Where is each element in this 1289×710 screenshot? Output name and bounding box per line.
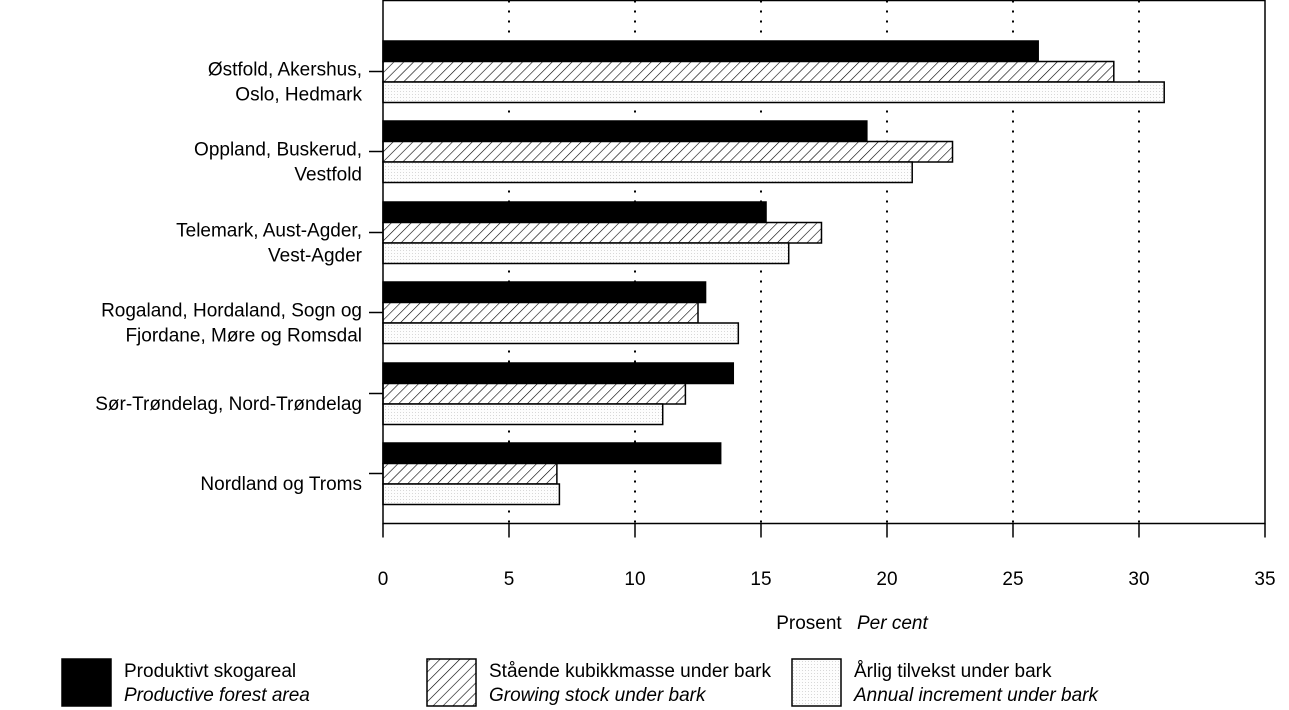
bar-solid-3 [382,281,707,304]
x-tick-label-3: 15 [750,569,771,590]
bar-hatched-0 [382,60,1115,83]
legend-label-en-0: Productive forest area [124,685,310,706]
legend: Produktivt skogareal Productive forest ar… [61,658,1099,707]
x-axis: 0 5 10 15 20 25 30 35 [378,523,1276,590]
category-labels: Østfold, Akershus, Oslo, Hedmark Oppland, … [95,60,362,496]
bar-dotted-2 [382,242,790,265]
legend-label-1: Stående kubikkmasse under bark [489,661,771,682]
plot-frame [382,0,1266,525]
legend-swatch-dotted [791,658,842,707]
category-label-0-1: Oslo, Hedmark [235,85,362,106]
bar-solid-4 [382,362,735,385]
x-tick-label-2: 10 [624,569,645,590]
legend-swatch-solid [61,658,112,707]
x-tick-label-4: 20 [876,569,897,590]
x-tick-label-7: 35 [1254,569,1275,590]
category-label-2-1: Vest-Agder [268,246,363,267]
x-axis-label-no: Prosent [776,613,842,634]
bar-hatched-3 [382,301,699,324]
x-axis-label: Prosent Per cent [776,613,928,634]
x-tick-label-6: 30 [1128,569,1149,590]
category-label-2-0: Telemark, Aust-Agder, [176,221,362,242]
bar-solid-1 [382,120,868,143]
bar-hatched-4 [382,382,687,405]
bars [382,40,1165,506]
category-label-0-0: Østfold, Akershus, [208,60,362,81]
category-label-3-0: Rogaland, Hordaland, Sogn og [101,301,362,322]
legend-label-0: Produktivt skogareal [124,661,296,682]
bar-hatched-5 [382,462,558,485]
bar-dotted-3 [382,322,740,345]
category-label-1-1: Vestfold [294,165,362,186]
category-label-3-1: Fjordane, Møre og Romsdal [125,326,362,347]
category-ticks [369,70,383,475]
bar-solid-0 [382,40,1039,63]
x-axis-label-en: Per cent [857,613,928,634]
category-label-4-0: Sør-Trøndelag, Nord-Trøndelag [95,394,362,415]
bar-dotted-0 [382,81,1165,104]
bar-dotted-1 [382,161,913,184]
x-tick-label-1: 5 [504,569,515,590]
bar-dotted-5 [382,483,561,506]
legend-label-en-2: Annual increment under bark [853,685,1099,706]
bar-hatched-2 [382,221,823,244]
legend-swatch-hatched [426,658,477,707]
legend-label-en-1: Growing stock under bark [489,685,707,706]
bar-solid-5 [382,442,722,465]
category-label-5-0: Nordland og Troms [200,474,362,495]
bar-solid-2 [382,201,767,224]
x-tick-label-0: 0 [378,569,389,590]
category-label-1-0: Oppland, Buskerud, [194,140,362,161]
bar-hatched-1 [382,140,954,163]
legend-label-2: Årlig tilvekst under bark [854,661,1052,682]
bar-dotted-4 [382,403,664,426]
x-tick-label-5: 25 [1002,569,1023,590]
